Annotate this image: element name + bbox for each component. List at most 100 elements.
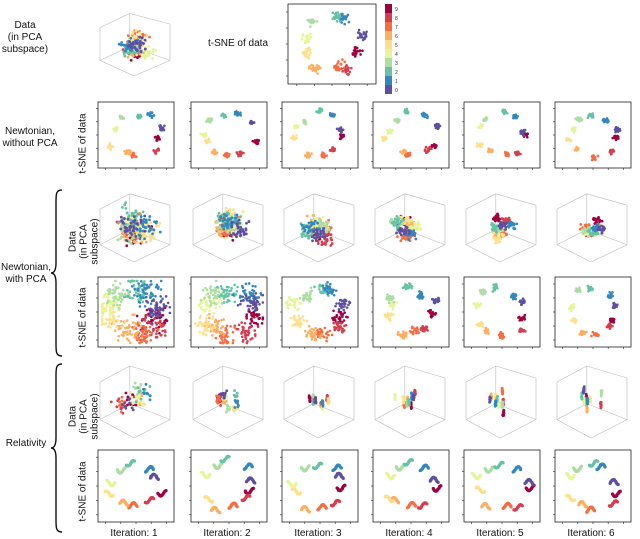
- data-point: [151, 308, 154, 312]
- data-point: [149, 279, 153, 283]
- data-point: [315, 234, 319, 238]
- data-point: [225, 341, 229, 345]
- data-point: [335, 19, 339, 23]
- data-point: [141, 333, 144, 336]
- data-point: [144, 240, 148, 244]
- data-point: [234, 293, 238, 296]
- data-point: [122, 332, 126, 335]
- data-point: [246, 340, 249, 343]
- data-point: [132, 236, 136, 240]
- data-point: [611, 136, 614, 140]
- data-point: [578, 290, 582, 293]
- data-point: [240, 222, 244, 226]
- data-point: [215, 221, 219, 224]
- data-point: [416, 328, 420, 331]
- data-point: [123, 229, 127, 233]
- data-point: [151, 234, 155, 238]
- data-point: [158, 125, 162, 129]
- data-point: [525, 135, 529, 139]
- data-point: [287, 295, 291, 299]
- data-point: [602, 225, 605, 229]
- data-point: [112, 296, 115, 299]
- data-point: [289, 298, 293, 302]
- data-point: [342, 302, 345, 305]
- data-point: [128, 228, 131, 232]
- data-point: [301, 315, 305, 318]
- data-point: [129, 221, 133, 225]
- data-point: [155, 332, 158, 336]
- data-point: [501, 221, 505, 225]
- data-point: [231, 341, 235, 345]
- data-point: [120, 206, 124, 209]
- data-point: [341, 329, 345, 333]
- data-point: [233, 326, 236, 329]
- data-point: [140, 284, 144, 288]
- data-point: [500, 232, 504, 236]
- data-point: [213, 294, 217, 298]
- data-point: [408, 236, 412, 239]
- data-point: [405, 332, 408, 336]
- data-point: [155, 301, 158, 305]
- data-point: [223, 232, 226, 236]
- data-point: [416, 295, 420, 298]
- data-point: [305, 294, 308, 298]
- data-point: [517, 316, 520, 319]
- data-point: [341, 315, 344, 319]
- data-point: [390, 313, 394, 317]
- data-point: [145, 313, 149, 317]
- data-point: [591, 232, 595, 236]
- data-point: [219, 293, 223, 297]
- data-point: [344, 315, 348, 319]
- data-point: [359, 53, 362, 56]
- data-point: [106, 301, 109, 305]
- data-point: [308, 47, 311, 51]
- data-point: [317, 330, 320, 334]
- data-point: [325, 221, 329, 225]
- data-point: [313, 219, 317, 223]
- data-point: [228, 208, 232, 211]
- data-point: [151, 50, 155, 54]
- data-point: [498, 217, 502, 221]
- row-newtonian-tsne-iter1: [96, 101, 175, 170]
- data-point: [319, 290, 323, 294]
- data-point: [257, 317, 261, 321]
- data-point: [147, 307, 151, 311]
- data-point: [237, 323, 241, 327]
- data-point: [248, 325, 251, 329]
- data-point: [211, 334, 214, 337]
- data-point: [127, 214, 131, 217]
- data-point: [108, 287, 111, 291]
- data-point: [336, 11, 340, 14]
- data-point: [217, 225, 221, 229]
- data-point: [418, 297, 421, 300]
- data-point: [116, 303, 119, 307]
- data-point: [214, 319, 217, 322]
- data-point: [219, 326, 223, 330]
- data-point: [121, 298, 124, 301]
- data-point: [323, 156, 326, 159]
- data-point: [517, 151, 520, 155]
- data-point: [493, 234, 497, 238]
- data-point: [140, 232, 144, 236]
- data-point: [155, 326, 158, 330]
- data-point: [159, 300, 162, 304]
- data-point: [332, 149, 336, 153]
- data-point: [260, 322, 264, 325]
- data-point: [145, 299, 148, 303]
- data-point: [592, 157, 596, 160]
- data-point: [137, 395, 141, 399]
- data-point: [128, 290, 132, 293]
- axis-pane-edge: [99, 13, 130, 28]
- data-point: [244, 227, 248, 231]
- data-point: [220, 113, 224, 117]
- data-point: [221, 219, 225, 223]
- data-point: [600, 219, 604, 223]
- data-point: [225, 324, 229, 328]
- axis-pane-edge: [586, 193, 628, 206]
- data-point: [116, 339, 120, 342]
- data-point: [612, 304, 616, 307]
- data-point: [110, 145, 114, 149]
- data-point: [213, 326, 216, 329]
- data-point: [338, 325, 342, 329]
- data-point: [252, 294, 256, 298]
